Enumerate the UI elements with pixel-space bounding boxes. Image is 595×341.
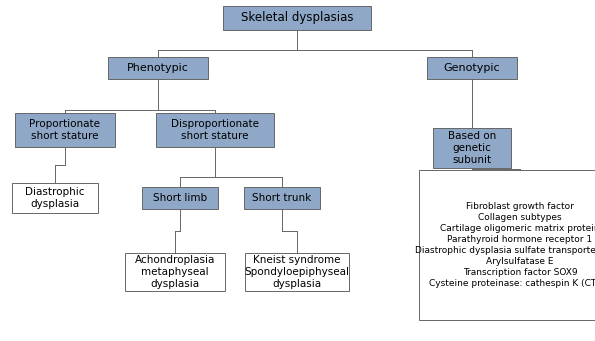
- FancyBboxPatch shape: [125, 253, 225, 291]
- FancyBboxPatch shape: [12, 183, 98, 213]
- FancyBboxPatch shape: [419, 170, 595, 320]
- Text: Based on
genetic
subunit: Based on genetic subunit: [448, 131, 496, 165]
- FancyBboxPatch shape: [245, 253, 349, 291]
- FancyBboxPatch shape: [156, 113, 274, 147]
- FancyBboxPatch shape: [108, 57, 208, 79]
- Text: Skeletal dysplasias: Skeletal dysplasias: [241, 12, 353, 25]
- FancyBboxPatch shape: [223, 6, 371, 30]
- FancyBboxPatch shape: [427, 57, 517, 79]
- Text: Diastrophic
dysplasia: Diastrophic dysplasia: [25, 187, 84, 209]
- Text: Fibroblast growth factor
Collagen subtypes
Cartilage oligomeric matrix protein
P: Fibroblast growth factor Collagen subtyp…: [415, 202, 595, 288]
- Text: Proportionate
short stature: Proportionate short stature: [30, 119, 101, 141]
- Text: Disproportionate
short stature: Disproportionate short stature: [171, 119, 259, 141]
- FancyBboxPatch shape: [433, 128, 511, 168]
- Text: Kneist syndrome
Spondyloepiphyseal
dysplasia: Kneist syndrome Spondyloepiphyseal dyspl…: [245, 255, 349, 290]
- Text: Phenotypic: Phenotypic: [127, 63, 189, 73]
- Text: Achondroplasia
metaphyseal
dysplasia: Achondroplasia metaphyseal dysplasia: [135, 255, 215, 290]
- FancyBboxPatch shape: [142, 187, 218, 209]
- Text: Short trunk: Short trunk: [252, 193, 312, 203]
- FancyBboxPatch shape: [244, 187, 320, 209]
- Text: Genotypic: Genotypic: [444, 63, 500, 73]
- Text: Short limb: Short limb: [153, 193, 207, 203]
- FancyBboxPatch shape: [15, 113, 115, 147]
